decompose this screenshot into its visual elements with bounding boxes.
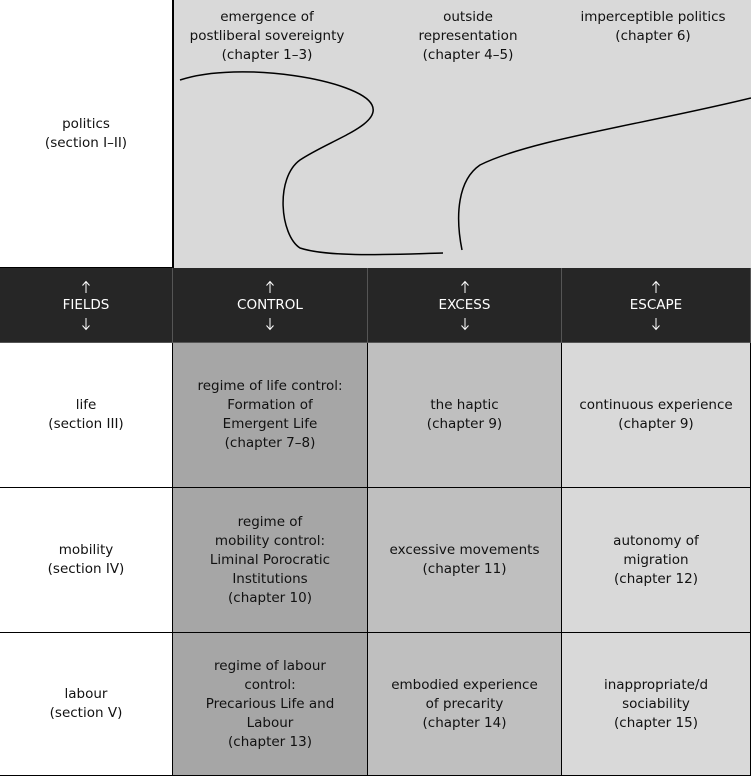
field-cell: life (section III) (0, 343, 173, 488)
text-line: control: (244, 676, 296, 693)
text-line: regime of labour (214, 657, 326, 674)
text-line: sociability (622, 695, 690, 712)
text-line: mobility (58, 542, 114, 558)
table-cell: continuous experience (chapter 9) (562, 343, 751, 488)
text-line: (section IV) (47, 561, 125, 577)
politics-item: imperceptible politics (chapter 6) (580, 8, 725, 46)
field-cell: labour (section V) (0, 633, 173, 776)
table-cell: regime of mobility control: Liminal Porocr… (173, 488, 368, 633)
text-line: inappropriate/d (603, 676, 709, 693)
text-line: (chapter 7–8) (224, 435, 316, 451)
text-line: (chapter 12) (614, 570, 698, 587)
arrow-up (266, 280, 274, 293)
text-line: outside (443, 9, 493, 25)
text-line: postliberal sovereignty (189, 28, 345, 44)
text-line: Precarious Life and (205, 695, 335, 712)
header-text: ESCAPE (629, 296, 683, 313)
text-line: migration (623, 551, 689, 568)
table-cell: regime of life control: Formation of Emerg… (173, 343, 368, 488)
arrow-down (82, 317, 90, 330)
header-text: FIELDS (62, 296, 110, 313)
text-line: (chapter 10) (228, 589, 312, 606)
text-line: (chapter 13) (228, 733, 312, 750)
text-line: embodied experience (391, 676, 538, 693)
table-cell: regime of labour control: Precarious Life … (173, 633, 368, 776)
text-line: excessive movements (389, 542, 540, 558)
text-line: of precarity (425, 695, 504, 712)
text-line: life (75, 397, 97, 413)
table-cell: excessive movements (chapter 11) (368, 488, 562, 633)
text-line: (chapter 14) (422, 714, 507, 731)
arrow-down (460, 317, 469, 330)
header-text: CONTROL (237, 296, 303, 313)
header-text: EXCESS (438, 296, 491, 313)
arrow-down (652, 317, 660, 330)
text-line: continuous experience (579, 397, 733, 413)
arrow-down (266, 317, 274, 330)
field-cell: mobility (section IV) (0, 488, 173, 633)
table-cell: autonomy of migration (chapter 12) (562, 488, 751, 633)
table-cell: embodied experience of precarity (chapter … (368, 633, 562, 776)
text-line: (chapter 1–3) (221, 47, 313, 63)
politics-item: outside representation (chapter 4–5) (418, 8, 517, 65)
text-line: autonomy of (613, 532, 699, 549)
text-line: Liminal Porocratic (209, 551, 331, 568)
text-line: the haptic (430, 397, 499, 413)
table-cell: the haptic (chapter 9) (368, 343, 562, 488)
table-cell: inappropriate/d sociability (chapter 15) (562, 633, 751, 776)
arrow-up (652, 280, 660, 293)
curve (457, 97, 751, 251)
text-line: labour (64, 686, 108, 702)
politics-label: politics (section I–II) (0, 0, 173, 268)
text-line: emergence of (220, 9, 314, 25)
arrow-up (460, 280, 469, 293)
text-line: (section I–II) (44, 134, 128, 151)
header-cell: CONTROL (173, 268, 368, 343)
text-line: representation (418, 28, 518, 44)
header-cell: ESCAPE (562, 268, 751, 343)
text-line: mobility control: (214, 532, 326, 549)
text-line: regime of (237, 513, 303, 530)
text-line: imperceptible politics (580, 9, 726, 25)
politics-item: emergence of postliberal sovereignty (chap… (190, 8, 345, 65)
text-line: Institutions (232, 570, 308, 587)
header-cell: EXCESS (368, 268, 562, 343)
text-line: Formation of (227, 397, 313, 413)
arrow-up (82, 280, 90, 293)
text-line: (chapter 15) (614, 714, 698, 731)
curve (179, 71, 444, 256)
text-line: (chapter 9) (618, 416, 694, 432)
politics-area (173, 0, 751, 268)
text-line: (chapter 6) (615, 28, 691, 44)
text-line: (chapter 9) (426, 416, 503, 432)
text-line: politics (62, 115, 110, 132)
text-line: (chapter 11) (422, 561, 507, 577)
text-line: (section III) (48, 416, 124, 432)
text-line: Emergent Life (222, 416, 318, 432)
text-line: (section V) (49, 705, 123, 721)
text-line: regime of life control: (197, 378, 343, 394)
header-cell: FIELDS (0, 268, 173, 343)
text-line: (chapter 4–5) (422, 47, 514, 63)
text-line: Labour (246, 714, 294, 731)
